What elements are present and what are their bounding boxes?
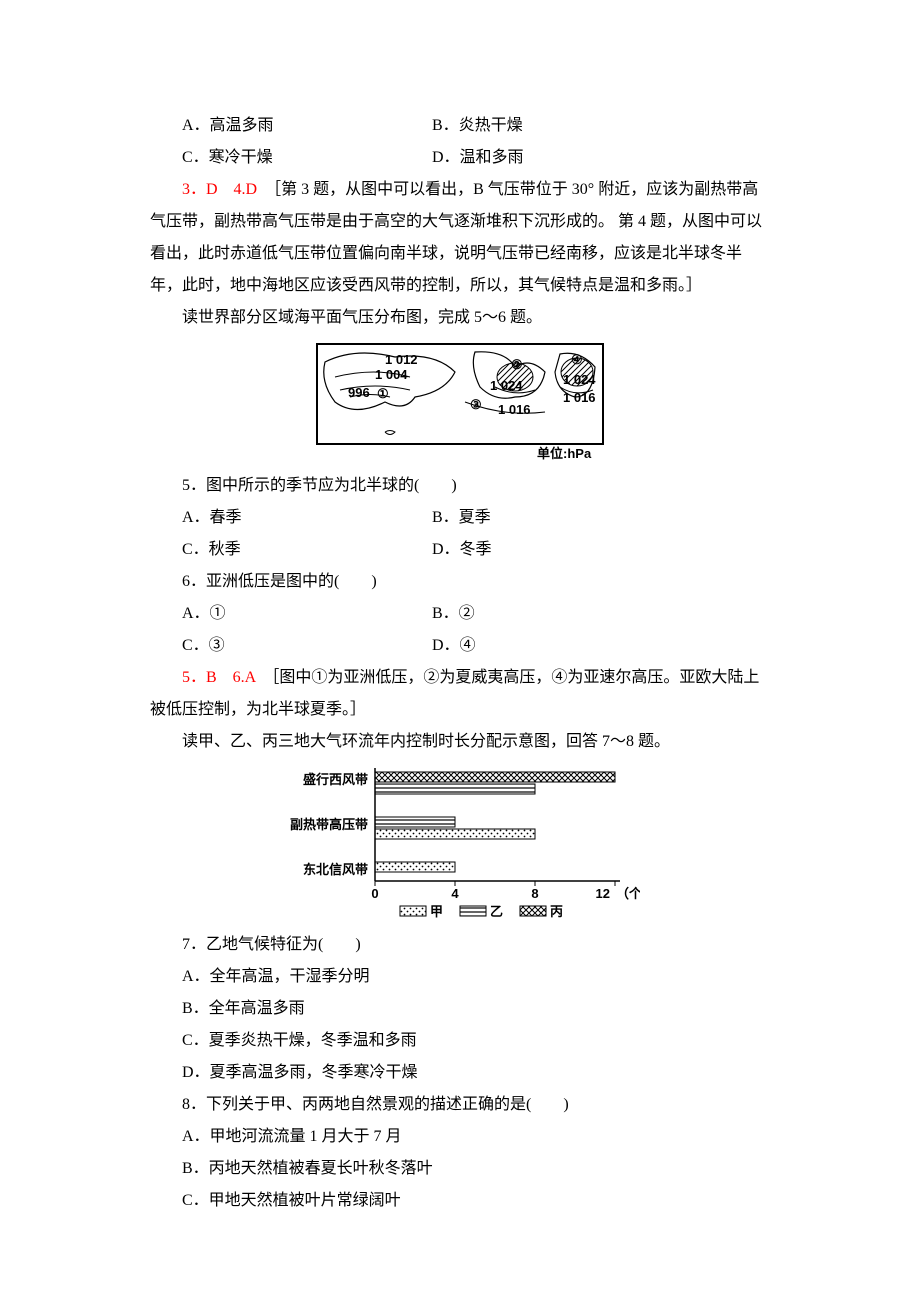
- svg-text:1 012: 1 012: [385, 352, 418, 367]
- svg-text:1 024: 1 024: [563, 372, 596, 387]
- q7-choice-d: D．夏季高温多雨，冬季寒冷干燥: [150, 1057, 770, 1089]
- svg-text:东北信风带: 东北信风带: [303, 862, 368, 877]
- intro-5-6: 读世界部分区域海平面气压分布图，完成 5～6 题。: [150, 302, 770, 334]
- q6-choice-d: D．④: [432, 630, 770, 662]
- q7-choice-a: A．全年高温，干湿季分明: [150, 961, 770, 993]
- svg-text:丙: 丙: [550, 904, 563, 919]
- q8-choice-c: C．甲地天然植被叶片常绿阔叶: [150, 1185, 770, 1217]
- answer-3-4-lead: 3．D 4.D: [182, 181, 257, 198]
- q7-choice-c: C．夏季炎热干燥，冬季温和多雨: [150, 1025, 770, 1057]
- q8-stem: 8．下列关于甲、丙两地自然景观的描述正确的是( ): [150, 1089, 770, 1121]
- svg-text:4: 4: [451, 886, 459, 901]
- pressure-map-figure: 1 012 1 004 996 1 024 1 016 1 024 1 016 …: [150, 342, 770, 462]
- choice-b: B．炎热干燥: [432, 110, 770, 142]
- svg-text:①: ①: [377, 386, 389, 401]
- bar-jia-subtropical: [375, 829, 535, 839]
- svg-text:③: ③: [470, 397, 482, 412]
- svg-text:乙: 乙: [490, 904, 503, 919]
- choice-a: A．高温多雨: [182, 110, 432, 142]
- svg-text:（个月）: （个月）: [616, 886, 640, 901]
- svg-text:④: ④: [571, 352, 583, 367]
- svg-text:0: 0: [371, 886, 378, 901]
- answer-5-6-lead: 5．B 6.A: [182, 669, 255, 686]
- q5-choice-c: C．秋季: [182, 534, 432, 566]
- svg-text:副热带高压带: 副热带高压带: [290, 817, 368, 832]
- q5-choice-d: D．冬季: [432, 534, 770, 566]
- svg-text:盛行西风带: 盛行西风带: [303, 772, 368, 787]
- intro-7-8: 读甲、乙、丙三地大气环流年内控制时长分配示意图，回答 7～8 题。: [150, 726, 770, 758]
- bar-yi-subtropical: [375, 817, 455, 827]
- circulation-chart: 盛行西风带 副热带高压带 东北信风带 0 4 8 12 （个月） 甲 乙 丙: [150, 766, 770, 921]
- q8-choice-b: B．丙地天然植被春夏长叶秋冬落叶: [150, 1153, 770, 1185]
- q6-choice-b: B．②: [432, 598, 770, 630]
- choice-c: C．寒冷干燥: [182, 142, 432, 174]
- svg-text:12: 12: [596, 886, 610, 901]
- q6-choice-c: C．③: [182, 630, 432, 662]
- bar-jia-trade: [375, 862, 455, 872]
- svg-text:②: ②: [511, 357, 523, 372]
- q5-choice-a: A．春季: [182, 502, 432, 534]
- svg-text:996: 996: [348, 385, 370, 400]
- q6-choice-a: A．①: [182, 598, 432, 630]
- svg-text:1 016: 1 016: [498, 402, 531, 417]
- q8-choice-a: A．甲地河流流量 1 月大于 7 月: [150, 1121, 770, 1153]
- svg-text:甲: 甲: [430, 904, 443, 919]
- q7-choice-b: B．全年高温多雨: [150, 993, 770, 1025]
- bar-yi-westerly: [375, 784, 535, 794]
- svg-text:单位:hPa: 单位:hPa: [537, 446, 592, 461]
- svg-text:1 004: 1 004: [375, 367, 408, 382]
- q5-choice-b: B．夏季: [432, 502, 770, 534]
- answer-3-4: 3．D 4.D ［第 3 题，从图中可以看出，B 气压带位于 30° 附近，应该…: [150, 174, 770, 302]
- svg-text:1 024: 1 024: [490, 378, 523, 393]
- answer-5-6: 5．B 6.A ［图中①为亚洲低压，②为夏威夷高压，④为亚速尔高压。亚欧大陆上被…: [150, 662, 770, 726]
- svg-text:1 016: 1 016: [563, 390, 596, 405]
- q5-stem: 5．图中所示的季节应为北半球的( ): [150, 470, 770, 502]
- q7-stem: 7．乙地气候特征为( ): [150, 929, 770, 961]
- bar-bing-westerly: [375, 772, 615, 782]
- q6-stem: 6．亚洲低压是图中的( ): [150, 566, 770, 598]
- svg-text:8: 8: [531, 886, 538, 901]
- choice-d: D．温和多雨: [432, 142, 770, 174]
